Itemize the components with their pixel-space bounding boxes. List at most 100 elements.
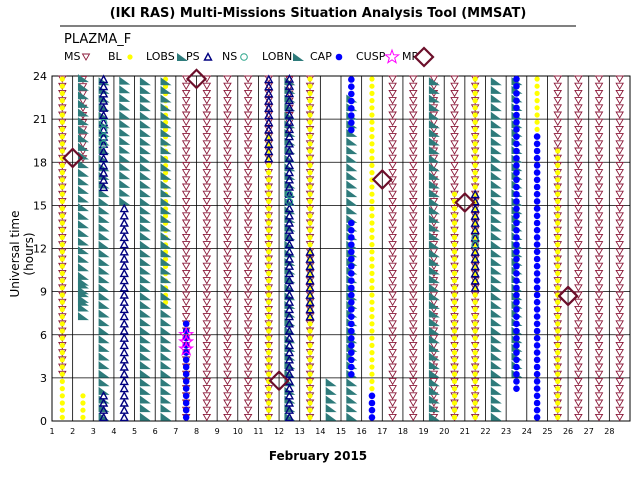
ms-point (574, 197, 583, 206)
bl-point (451, 256, 458, 262)
ms-point (223, 269, 232, 278)
lobs-point (77, 194, 89, 203)
ms-point (181, 97, 191, 105)
ms-point (574, 82, 583, 91)
ms-point (553, 89, 563, 98)
ps-point (470, 254, 480, 263)
lobn-point (325, 378, 337, 387)
ms-point (574, 399, 583, 407)
bl-point (369, 119, 375, 125)
ns-point (285, 190, 294, 199)
bl-point (307, 234, 313, 240)
bl-point (59, 191, 65, 197)
bl-point (307, 213, 313, 219)
ms-point (574, 219, 583, 227)
bl-point (534, 105, 540, 111)
cap-point (513, 356, 520, 364)
lobs-point (119, 102, 131, 111)
ps-point (284, 203, 295, 213)
lobs-point (160, 128, 172, 137)
cap-point (513, 219, 520, 227)
ps-point (284, 347, 295, 357)
lobs-point (490, 137, 502, 146)
lobs-point (490, 197, 502, 206)
ns-point (99, 118, 108, 127)
cap-point (513, 277, 520, 284)
bl-point (472, 393, 478, 399)
ms-point (202, 154, 212, 163)
bl-point (59, 220, 65, 226)
ps-point (470, 225, 480, 235)
cap-point (348, 327, 355, 335)
lobs-point (160, 94, 172, 103)
ms-point (615, 313, 624, 321)
ms-point (615, 377, 624, 386)
ms-point (223, 377, 232, 386)
lobs-point (160, 257, 172, 266)
bl-point (266, 227, 272, 233)
cap-point (513, 378, 520, 385)
ps-point (284, 81, 295, 90)
bl-point (266, 285, 272, 291)
ps-point (119, 362, 129, 371)
cap-point (513, 169, 520, 176)
lobs-point (490, 292, 502, 301)
bl-point (472, 364, 478, 370)
cap-point (533, 363, 541, 371)
lobs-point (428, 283, 440, 292)
ms-point (615, 241, 624, 249)
ms-point (223, 363, 232, 371)
ps-point (119, 333, 129, 342)
ms-point (615, 205, 624, 213)
ms-point (243, 363, 253, 371)
ms-point (574, 97, 583, 105)
ps-point (470, 283, 480, 292)
ms-point (181, 82, 191, 91)
bl-point (266, 386, 272, 392)
cap-point (533, 205, 541, 212)
ms-point (202, 241, 212, 249)
ms-point (615, 277, 624, 285)
lobs-point (98, 283, 110, 292)
ms-point (223, 241, 232, 249)
cap-point (513, 147, 520, 155)
ms-point (223, 169, 232, 177)
cap-point (513, 334, 520, 342)
ms-point (181, 89, 191, 98)
bl-point (451, 234, 458, 240)
ms-point (388, 413, 397, 422)
cap-point (533, 176, 541, 184)
lobs-point (139, 111, 151, 120)
cap-point (533, 147, 541, 155)
bl-point (80, 393, 86, 399)
x-tick-label: 16 (357, 427, 367, 436)
lobs-point (77, 74, 89, 83)
ms-point (615, 298, 624, 307)
cap-point (533, 140, 541, 148)
ms-point (181, 197, 191, 206)
ms-point (574, 284, 583, 292)
ms-point (594, 133, 604, 141)
lobs-point (139, 240, 151, 249)
ms-point (408, 392, 418, 400)
lobs-point (139, 257, 151, 266)
ms-point (408, 341, 418, 350)
ms-point (408, 125, 418, 134)
ms-point (223, 125, 232, 134)
lobs-point (119, 154, 131, 163)
ms-point (181, 161, 191, 170)
bl-point (369, 249, 375, 255)
bl-point (369, 256, 375, 262)
ps-point (98, 81, 109, 91)
legend-marker-cusp (383, 48, 401, 64)
lobs-point (139, 180, 151, 189)
ps-point (305, 275, 315, 285)
lobs-point (77, 185, 89, 194)
bl-point (307, 328, 313, 334)
lobs-point (160, 197, 172, 206)
ms-point (388, 255, 397, 263)
ms-point (181, 277, 191, 285)
ns-point (99, 133, 108, 141)
lobs-point (428, 326, 440, 335)
ps-point (284, 189, 295, 198)
